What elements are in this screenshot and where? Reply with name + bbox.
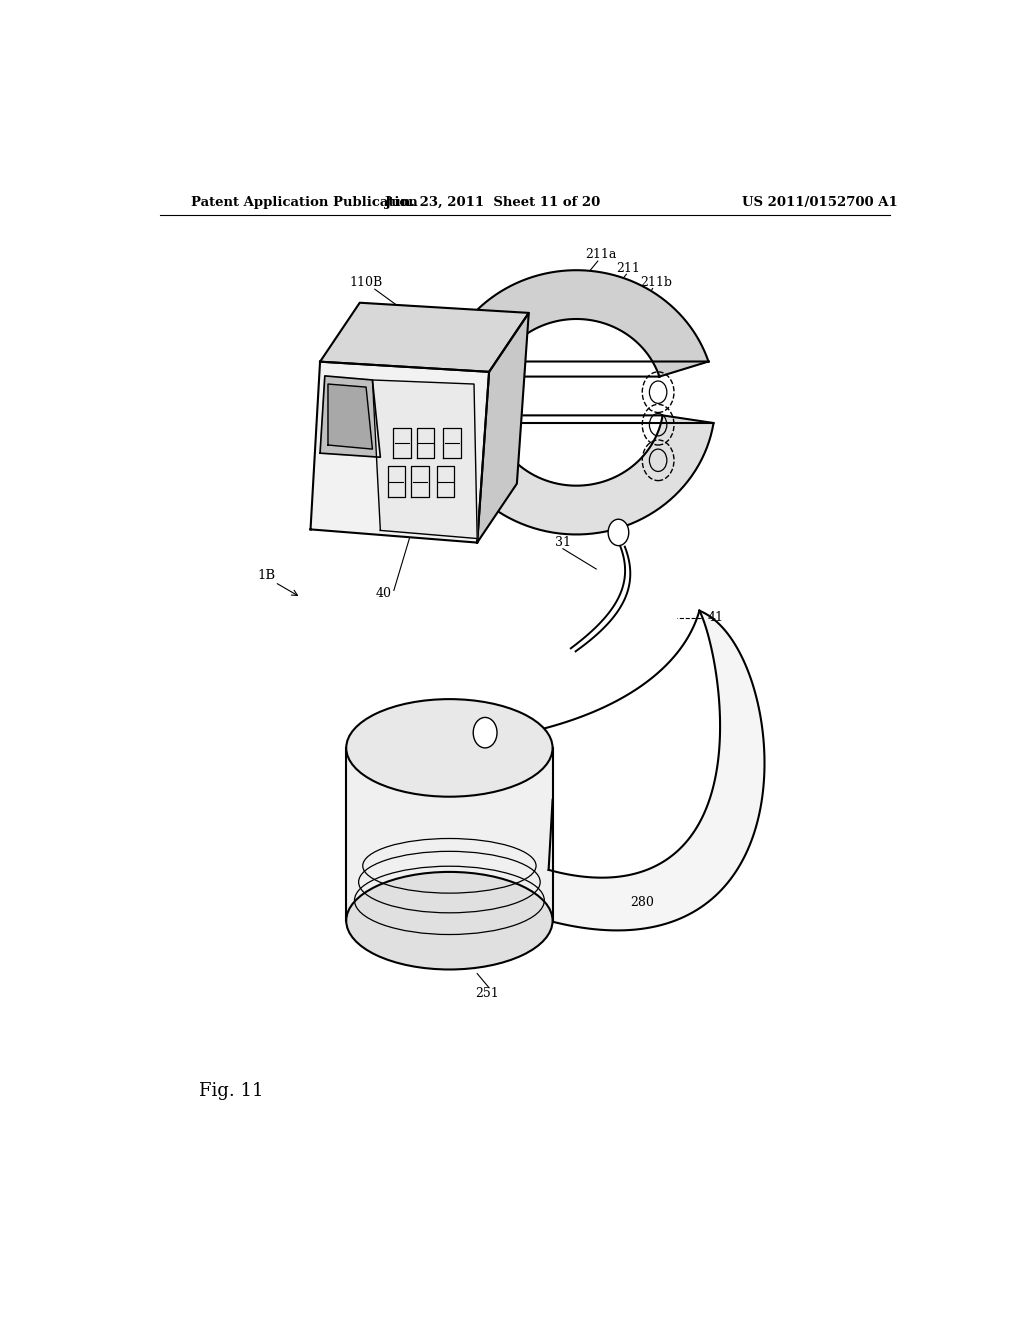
Polygon shape [444,271,709,376]
Text: 251: 251 [475,987,499,1001]
Text: 110B: 110B [349,276,383,289]
Text: Fig. 11: Fig. 11 [200,1082,264,1101]
Text: 211b: 211b [640,276,672,289]
Polygon shape [321,376,380,457]
Polygon shape [439,416,714,535]
Polygon shape [549,611,765,931]
Text: 31: 31 [555,536,571,549]
Polygon shape [328,384,373,449]
Polygon shape [321,302,528,372]
Circle shape [473,718,497,748]
Circle shape [608,519,629,545]
Text: 212: 212 [441,355,465,368]
Text: Jun. 23, 2011  Sheet 11 of 20: Jun. 23, 2011 Sheet 11 of 20 [385,195,601,209]
Polygon shape [373,380,477,539]
Text: US 2011/0152700 A1: US 2011/0152700 A1 [742,195,898,209]
Text: Patent Application Publication: Patent Application Publication [191,195,418,209]
Text: 211a: 211a [586,248,616,261]
Polygon shape [477,313,528,543]
Ellipse shape [346,700,553,797]
Polygon shape [346,748,553,921]
Text: 280: 280 [631,896,654,909]
Ellipse shape [346,873,553,969]
Text: 40: 40 [376,587,391,599]
Text: 211: 211 [616,261,640,275]
Polygon shape [310,362,489,543]
Text: 41: 41 [708,611,723,624]
Text: 1B: 1B [258,569,275,582]
Text: 150B: 150B [351,875,384,888]
